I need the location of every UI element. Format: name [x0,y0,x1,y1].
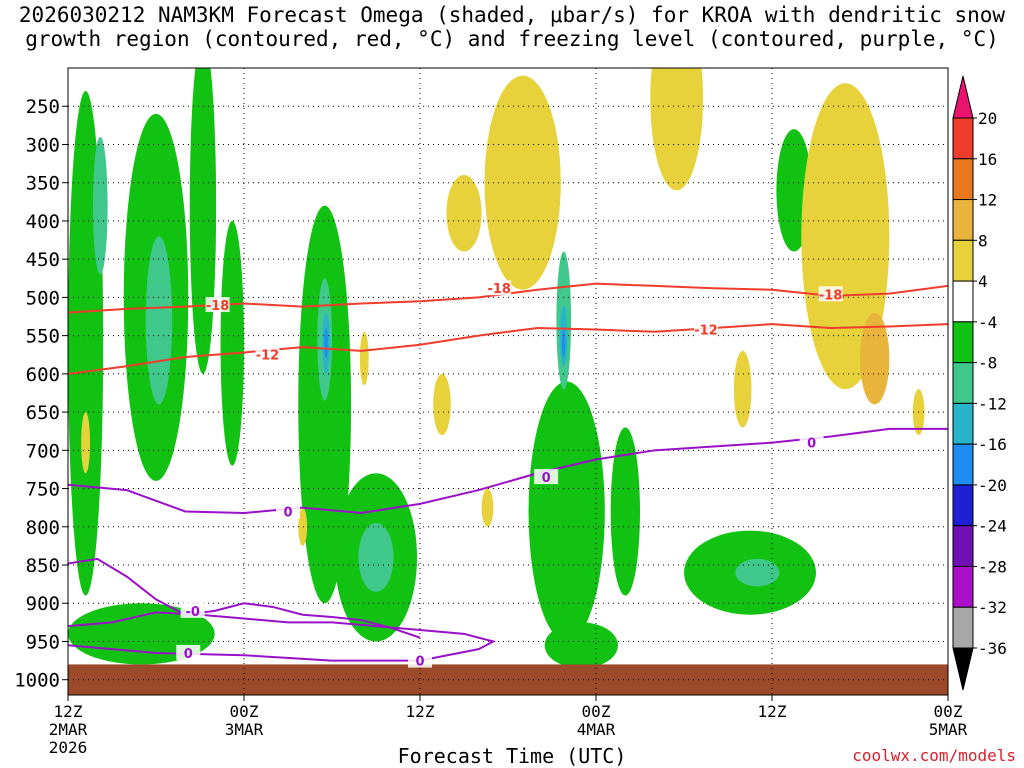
colorbar-label-3: 8 [978,231,988,250]
colorbar-box-2 [952,199,974,241]
colorbar-label-10: -24 [978,517,1007,536]
colorbar-label-6: -8 [978,354,997,373]
omega-region-20 [324,327,328,359]
omega-region-16 [358,522,394,592]
omega-region-2 [189,68,217,374]
x-tick-label-0-0: 12Z [54,702,83,721]
omega-region-24 [801,83,890,390]
contour-label-8: -0 [185,605,199,620]
omega-region-33 [481,488,494,527]
y-tick-label-700: 700 [26,440,60,462]
x-tick-label-0-1: 2MAR [49,720,88,739]
contour-label-10: 0 [415,655,424,670]
colorbar-label-4: 4 [978,272,988,291]
y-tick-label-250: 250 [26,96,60,118]
colorbar-label-1: 16 [978,150,997,169]
colorbar-label-12: -32 [978,598,1007,617]
contour-label-0: -18 [206,299,230,314]
colorbar-box-10 [952,525,974,567]
colorbar-top-triangle [952,75,974,119]
x-axis-title: Forecast Time (UTC) [397,744,627,768]
contour-label-2: -18 [487,282,511,297]
omega-region-17 [735,558,780,587]
omega-region-6 [528,381,605,642]
contour-1 [68,323,948,375]
omega-region-21 [561,329,566,358]
omega-region-13 [145,236,173,405]
colorbar-box-4 [952,280,974,323]
contour-label-6: 0 [542,471,551,486]
omega-region-22 [484,75,561,290]
colorbar-box-7 [952,402,974,445]
y-tick-label-350: 350 [26,173,60,195]
contour-label-9: 0 [184,647,193,662]
colorbar-label-2: 12 [978,191,997,210]
contour-label-7: 0 [807,437,816,452]
y-tick-label-800: 800 [26,517,60,539]
x-tick-label-1-0: 00Z [230,702,259,721]
colorbar-label-7: -12 [978,394,1007,413]
omega-region-23 [650,68,704,191]
omega-region-32 [359,331,369,386]
colorbar-box-6 [952,362,974,404]
colorbar-box-12 [952,606,974,649]
omega-region-26 [446,175,482,252]
x-tick-label-1-1: 3MAR [225,720,264,739]
omega-region-25 [646,0,664,68]
x-tick-label-2-0: 12Z [406,702,435,721]
plot-area: -18 -12 -18 -12 -18 0 0 0 -0 0 0 [68,0,948,695]
colorbar-box-0 [952,117,974,160]
colorbar-box-9 [952,484,974,527]
colorbar-label-11: -28 [978,557,1007,576]
x-tick-label-5-1: 5MAR [929,720,968,739]
colorbar-label-0: 20 [978,109,997,128]
x-tick-label-5-0: 00Z [934,702,963,721]
colorbar-box-5 [952,321,974,364]
plot-frame [67,67,949,696]
contour-label-5: 0 [283,505,292,520]
omega-region-34 [860,312,890,405]
contour-label-3: -12 [694,324,718,339]
x-tick-label-3-0: 00Z [582,702,611,721]
x-tick-label-4-0: 12Z [758,702,787,721]
chart-subtitle: growth region (contoured, red, °C) and f… [25,27,999,51]
y-tick-label-900: 900 [26,593,60,615]
omega-region-12 [92,136,108,275]
omega-region-30 [81,412,90,474]
y-tick-label-600: 600 [26,364,60,386]
y-tick-label-500: 500 [26,287,60,309]
colorbar-label-8: -16 [978,435,1007,454]
y-tick-label-650: 650 [26,402,60,424]
omega-region-29 [298,507,308,546]
colorbar-box-1 [952,158,974,201]
y-tick-label-850: 850 [26,555,60,577]
colorbar-bottom-triangle [952,647,974,691]
y-tick-label-750: 750 [26,479,60,501]
x-tick-label-0-2: 2026 [49,738,88,757]
y-tick-label-450: 450 [26,249,60,271]
colorbar-box-11 [952,565,974,608]
source-credit: coolwx.com/models [852,746,1016,765]
contour-label-1: -12 [256,349,280,364]
colorbar-label-9: -20 [978,476,1007,495]
omega-region-3 [220,220,244,466]
colorbar-label-13: -36 [978,639,1007,658]
y-tick-label-550: 550 [26,326,60,348]
omega-region-27 [433,373,451,436]
x-tick-label-3-1: 4MAR [577,720,616,739]
omega-region-28 [733,350,752,428]
y-tick-label-400: 400 [26,211,60,233]
y-tick-label-300: 300 [26,134,60,156]
colorbar-box-8 [952,443,974,486]
omega-region-11 [544,622,618,669]
contour-3 [68,557,421,639]
contour-label-4: -18 [819,288,843,303]
y-tick-label-1000: 1000 [14,670,60,692]
colorbar-label-5: -4 [978,313,997,332]
chart-title: 2026030212 NAM3KM Forecast Omega (shaded… [18,3,1006,27]
colorbar-box-3 [952,239,974,282]
omega-region-7 [610,427,640,596]
y-tick-label-950: 950 [26,631,60,653]
